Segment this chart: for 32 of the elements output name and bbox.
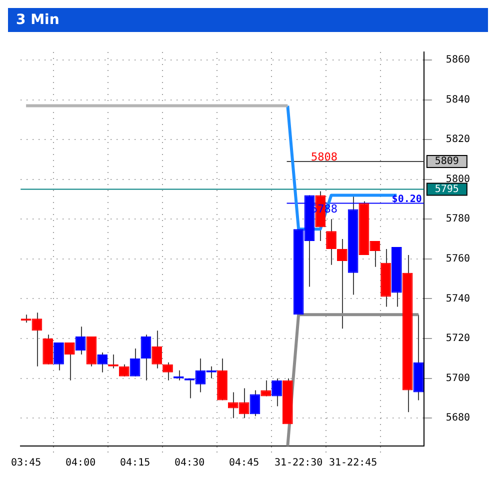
candlestick [42, 334, 54, 365]
x-tick-label: 31-22:45 [328, 458, 378, 469]
candlestick [130, 348, 140, 377]
candlestick [152, 330, 162, 369]
x-tick-label: 31-22:30 [274, 458, 323, 469]
x-tick-label: 04:30 [174, 458, 205, 469]
candlestick [54, 342, 64, 371]
y-tick-label: 5860 [446, 54, 470, 66]
x-tick-label: 04:15 [120, 458, 150, 469]
ref-line-label: 5809 [434, 156, 459, 168]
y-tick-label: 5680 [446, 412, 470, 424]
candlestick [162, 362, 173, 381]
candlestick [250, 390, 260, 417]
y-tick-label: 5720 [446, 333, 470, 344]
y-tick-label: 5820 [446, 134, 470, 146]
candlestick [260, 380, 272, 397]
y-tick-label: 5740 [446, 293, 470, 304]
x-tick-label: 04:45 [229, 458, 260, 469]
candlestick [336, 238, 348, 330]
y-tick-label: 5800 [446, 174, 470, 185]
annotation: $0.20 [392, 194, 422, 205]
x-tick-label: 03:45 [10, 458, 42, 469]
chart-title: 3 Min [8, 8, 488, 32]
x-tick-label: 04:00 [66, 458, 96, 469]
y-tick-label: 5760 [446, 254, 470, 265]
y-tick-label: 5780 [446, 214, 470, 225]
candlestick [326, 218, 336, 266]
annotation: 5808 [310, 150, 338, 164]
candlestick [140, 334, 152, 381]
ref-line-label: 5795 [434, 184, 459, 195]
y-tick-label: 5840 [446, 94, 470, 106]
y-tick-label: 5700 [446, 372, 470, 384]
